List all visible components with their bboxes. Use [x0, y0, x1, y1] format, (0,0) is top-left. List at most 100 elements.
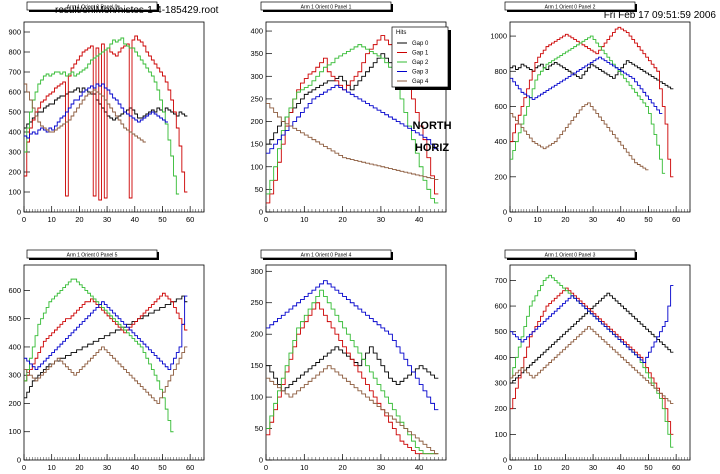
x-tick-label: 40 — [617, 463, 625, 472]
y-tick-label: 250 — [250, 94, 263, 103]
y-tick-label: 600 — [8, 88, 21, 97]
series-gap-1 — [24, 292, 188, 382]
x-tick-label: 10 — [48, 463, 56, 472]
chart-panel-2: Arm 1 Orient 0 Panel 20 10 20 30 40 50 6002004… — [490, 1, 691, 224]
chart-title: Arm 1 Orient 0 Panel 3 — [545, 253, 596, 259]
legend-entry: Gap 4 — [412, 79, 429, 85]
chart-title: Arm 1 Orient 0 Panel 0 — [67, 5, 118, 11]
file-path-label: result/onlMon/histos-1-4-185429.root — [55, 5, 219, 16]
series-gap-3 — [24, 295, 188, 371]
title-box — [260, 1, 392, 11]
series-gap-4 — [266, 102, 439, 180]
y-tick-label: 400 — [8, 342, 21, 351]
y-tick-label: 200 — [8, 399, 21, 408]
y-tick-label: 0 — [17, 208, 21, 217]
series-gap-3 — [266, 84, 439, 154]
y-tick-label: 800 — [494, 67, 507, 76]
legend-entry: Gap 3 — [412, 70, 429, 76]
y-tick-label: 400 — [494, 353, 507, 362]
x-tick-label: 60 — [672, 215, 680, 224]
title-box — [260, 249, 392, 259]
plot-frame — [509, 21, 691, 213]
x-tick-label: 40 — [131, 463, 139, 472]
y-tick-label: 500 — [8, 108, 21, 117]
series-gap-2 — [266, 44, 439, 204]
y-tick-label: 0 — [259, 456, 263, 465]
y-tick-label: 200 — [250, 330, 263, 339]
y-tick-label: 150 — [250, 140, 263, 149]
y-tick-label: 500 — [8, 314, 21, 323]
x-tick-label: 10 — [48, 215, 56, 224]
x-tick-label: 30 — [589, 215, 597, 224]
series-gap-2 — [510, 35, 666, 174]
y-tick-label: 700 — [8, 68, 21, 77]
y-tick-label: 150 — [250, 361, 263, 370]
x-tick-label: 0 — [508, 463, 512, 472]
x-tick-label: 20 — [75, 215, 83, 224]
legend-entry: Gap 0 — [412, 41, 429, 47]
y-tick-label: 100 — [8, 188, 21, 197]
north-horiz-annotation: NORTH HORIZ — [407, 120, 457, 154]
x-tick-label: 50 — [158, 463, 166, 472]
x-tick-label: 20 — [338, 463, 346, 472]
timestamp-label: Fri Feb 17 09:51:59 2006 — [603, 10, 716, 21]
x-tick-label: 20 — [561, 215, 569, 224]
chart-panel-3: Arm 1 Orient 0 Panel 50 10 20 30 40 50 6001002… — [8, 249, 205, 472]
y-tick-label: 0 — [503, 456, 507, 465]
y-tick-label: 200 — [494, 404, 507, 413]
x-tick-label: 50 — [644, 215, 652, 224]
y-tick-label: 1000 — [490, 32, 507, 41]
x-tick-label: 30 — [103, 463, 111, 472]
x-tick-label: 20 — [338, 215, 346, 224]
x-tick-label: 10 — [534, 215, 542, 224]
series-gap-0 — [24, 87, 188, 129]
series-gap-2 — [24, 37, 180, 195]
chart-title: Arm 1 Orient 0 Panel 5 — [67, 253, 118, 259]
y-tick-label: 400 — [494, 137, 507, 146]
y-tick-label: 700 — [494, 276, 507, 285]
title-box — [26, 249, 158, 259]
x-tick-label: 50 — [158, 215, 166, 224]
chart-title: Arm 1 Orient 0 Panel 1 — [301, 5, 352, 11]
plot-frame — [509, 264, 691, 461]
series-gap-0 — [510, 292, 674, 384]
y-tick-label: 400 — [250, 27, 263, 36]
plot-frame — [265, 21, 447, 213]
y-tick-label: 100 — [494, 430, 507, 439]
series-gap-4 — [510, 326, 674, 405]
y-tick-label: 300 — [494, 379, 507, 388]
chart-title: Arm 1 Orient 0 Panel 4 — [301, 253, 352, 259]
x-tick-label: 10 — [534, 463, 542, 472]
x-tick-label: 0 — [508, 215, 512, 224]
y-tick-label: 200 — [250, 117, 263, 126]
x-tick-label: 10 — [300, 463, 308, 472]
y-tick-label: 900 — [8, 28, 21, 37]
series-gap-3 — [266, 280, 439, 411]
legend-box — [391, 26, 449, 88]
chart-title: Arm 1 Orient 0 Panel 2 — [545, 5, 596, 11]
y-tick-label: 500 — [494, 327, 507, 336]
x-tick-label: 30 — [589, 463, 597, 472]
x-tick-label: 60 — [186, 215, 194, 224]
y-tick-label: 100 — [250, 162, 263, 171]
x-tick-label: 0 — [22, 215, 26, 224]
x-tick-label: 40 — [617, 215, 625, 224]
series-gap-1 — [510, 26, 674, 178]
legend-entry: Gap 2 — [412, 60, 429, 66]
y-tick-label: 800 — [8, 48, 21, 57]
series-gap-4 — [24, 83, 146, 143]
chart-panel-4: Arm 1 Orient 0 Panel 4 0 10 20 30 40 0 50 100 150… — [250, 249, 447, 472]
x-tick-label: 30 — [103, 215, 111, 224]
series-gap-1 — [24, 35, 188, 201]
x-tick-label: 0 — [22, 463, 26, 472]
title-box — [26, 1, 158, 11]
y-tick-label: 250 — [250, 298, 263, 307]
y-tick-label: 0 — [259, 208, 263, 217]
horiz-label: HORIZ — [414, 142, 450, 154]
chart-panel-5: Arm 1 Orient 0 Panel 30 10 20 30 40 50 6001002… — [494, 249, 691, 472]
series-gap-3 — [510, 56, 663, 114]
chart-panel-0: Arm 1 Orient 0 Panel 00 10 20 30 40 50 6001002… — [8, 1, 205, 224]
y-tick-label: 400 — [8, 128, 21, 137]
y-tick-label: 350 — [250, 49, 263, 58]
x-tick-label: 60 — [186, 463, 194, 472]
